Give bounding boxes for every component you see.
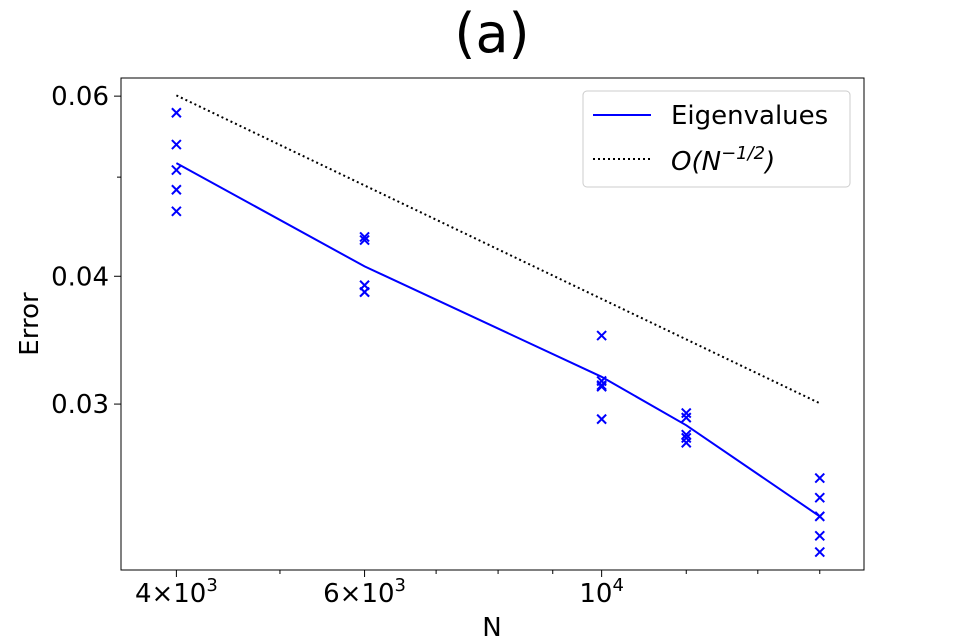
scatter-point	[359, 231, 370, 243]
scatter-point	[359, 286, 370, 298]
scatter-point	[171, 139, 182, 150]
y-tick-label: 0.03	[51, 390, 109, 420]
legend-label-rate-exponent: −1/2	[721, 143, 765, 164]
scatter-point	[681, 429, 692, 440]
scatter-point	[681, 412, 692, 423]
scatter-point	[596, 381, 607, 392]
scatter-point	[596, 380, 607, 391]
scatter-point	[814, 492, 825, 503]
scatter-point	[171, 206, 182, 217]
y-axis-label: Error	[15, 292, 45, 356]
y-tick-label: 0.06	[51, 82, 109, 112]
legend: Eigenvalues O(N−1/2)	[582, 90, 851, 188]
x-axis-label: N	[482, 613, 501, 640]
scatter-point	[171, 164, 182, 176]
scatter-point	[596, 330, 607, 341]
x-tick-label-exponent: 3	[206, 575, 217, 596]
x-tick-label: 6×103	[323, 575, 406, 609]
scatter-point	[596, 413, 607, 425]
legend-label-rate: O(N−1/2)	[671, 143, 775, 177]
scatter-point	[681, 437, 692, 448]
legend-label-eigenvalues: Eigenvalues	[671, 101, 828, 131]
x-tick-label: 104	[579, 575, 624, 609]
legend-label-rate-close: )	[763, 147, 775, 177]
x-tick-label: 4×103	[135, 575, 218, 609]
x-tick-label-base: 10	[579, 579, 612, 609]
scatter-point	[814, 546, 825, 558]
x-tick-label-base: 4×10	[135, 579, 206, 609]
scatter-point	[681, 407, 692, 419]
scatter-point	[171, 107, 182, 118]
scatter-point	[359, 234, 370, 246]
y-tick-label: 0.04	[51, 262, 109, 292]
scatter-point	[171, 184, 182, 195]
legend-label-rate-main: O(N	[671, 147, 721, 177]
scatter-point	[814, 511, 825, 522]
scatter-point	[814, 472, 825, 484]
scatter-point	[814, 530, 825, 542]
series-line-1	[175, 94, 821, 405]
axes-frame	[120, 77, 865, 571]
x-tick-label-exponent: 3	[395, 575, 406, 596]
chart-title: (a)	[454, 2, 529, 65]
series-line-0	[175, 162, 821, 518]
x-tick-label-exponent: 4	[612, 575, 623, 596]
x-tick-label-base: 6×10	[323, 579, 394, 609]
